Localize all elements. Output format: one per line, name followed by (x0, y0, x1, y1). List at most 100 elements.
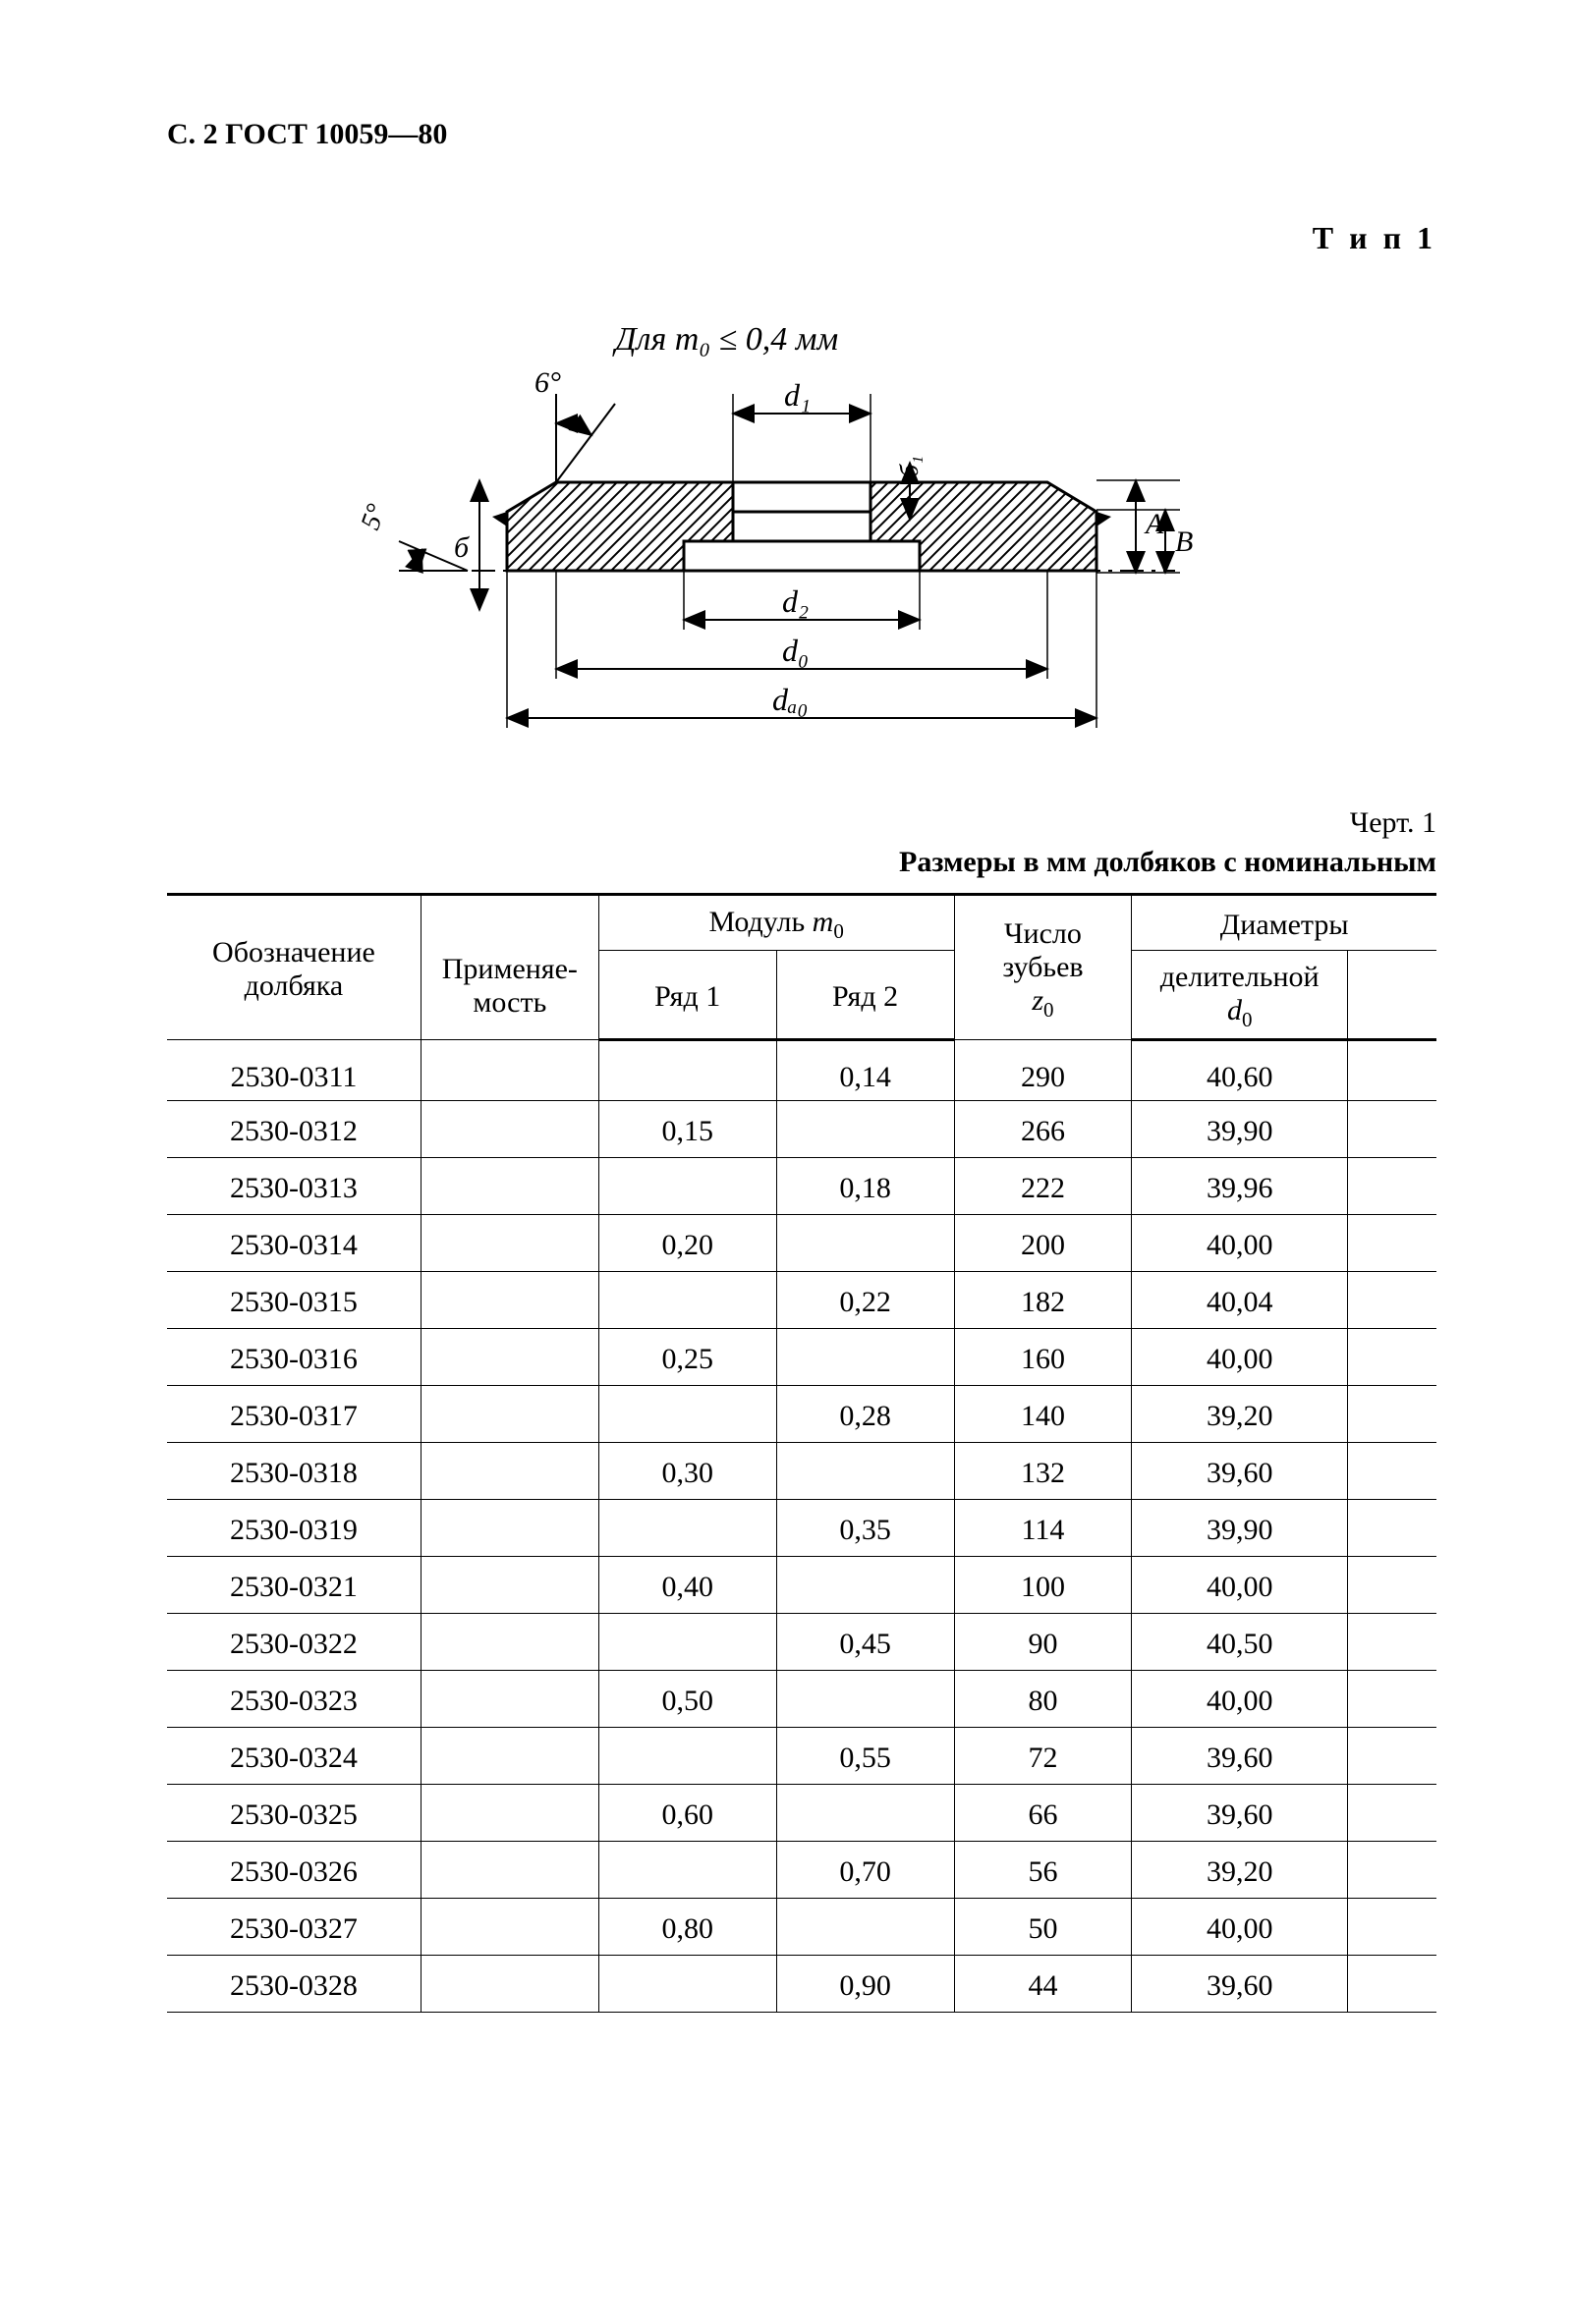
cell-d0: 40,50 (1132, 1614, 1348, 1671)
cell-designation: 2530-0322 (167, 1614, 421, 1671)
cell-row2: 0,45 (776, 1614, 954, 1671)
cell-row2: 0,35 (776, 1500, 954, 1557)
cell-designation: 2530-0325 (167, 1785, 421, 1842)
cell-row2 (776, 1329, 954, 1386)
ab-dimensions: A B (1096, 480, 1193, 573)
cell-row1 (598, 1040, 776, 1101)
cell-trailing (1348, 1500, 1436, 1557)
cell-row1: 0,60 (598, 1785, 776, 1842)
cell-designation: 2530-0317 (167, 1386, 421, 1443)
d2-label: d₂ (782, 583, 809, 619)
table-row: 2530-03170,2814039,20 (167, 1386, 1436, 1443)
cell-d0: 39,96 (1132, 1158, 1348, 1215)
d1-dimension: d₁ (733, 377, 871, 512)
cell-trailing (1348, 1899, 1436, 1956)
cell-applicability (421, 1329, 598, 1386)
cell-d0: 40,00 (1132, 1215, 1348, 1272)
cell-row1 (598, 1728, 776, 1785)
cell-applicability (421, 1101, 598, 1158)
figure-note: Для m₀ ≤ 0,4 мм (612, 321, 838, 358)
col-applicability: Применяе- мость (421, 895, 598, 1040)
b-extension: б (454, 480, 479, 610)
cell-row1: 0,20 (598, 1215, 776, 1272)
cell-applicability (421, 1215, 598, 1272)
cell-trailing (1348, 1158, 1436, 1215)
cell-row2 (776, 1443, 954, 1500)
cell-teeth: 50 (954, 1899, 1132, 1956)
cell-d0: 39,90 (1132, 1500, 1348, 1557)
cell-designation: 2530-0315 (167, 1272, 421, 1329)
figure-caption: Черт. 1 (167, 806, 1436, 840)
col-designation: Обозначение долбяка (167, 895, 421, 1040)
cell-teeth: 266 (954, 1101, 1132, 1158)
cell-trailing (1348, 1614, 1436, 1671)
table-row: 2530-03280,904439,60 (167, 1956, 1436, 2013)
cell-applicability (421, 1500, 598, 1557)
cell-d0: 39,60 (1132, 1728, 1348, 1785)
cell-teeth: 90 (954, 1614, 1132, 1671)
cell-row1: 0,15 (598, 1101, 776, 1158)
cell-d0: 40,00 (1132, 1899, 1348, 1956)
cell-teeth: 114 (954, 1500, 1132, 1557)
figure-drawing: Для m₀ ≤ 0,4 мм 6° 5° (360, 315, 1244, 767)
dimensions-table: Обозначение долбяка Применяе- мость Моду… (167, 893, 1436, 2013)
col-module-group: Модуль m0 (598, 895, 954, 951)
cell-d0: 40,60 (1132, 1040, 1348, 1101)
cell-trailing (1348, 1728, 1436, 1785)
cell-teeth: 160 (954, 1329, 1132, 1386)
cell-designation: 2530-0328 (167, 1956, 421, 2013)
cell-trailing (1348, 1671, 1436, 1728)
table-row: 2530-03140,2020040,00 (167, 1215, 1436, 1272)
cell-trailing (1348, 1272, 1436, 1329)
cell-d0: 39,20 (1132, 1386, 1348, 1443)
col-trailing (1348, 951, 1436, 1040)
cell-designation: 2530-0314 (167, 1215, 421, 1272)
cell-applicability (421, 1614, 598, 1671)
d1-label: d₁ (784, 377, 811, 413)
da0-label: dₐ₀ (772, 682, 808, 717)
cell-teeth: 222 (954, 1158, 1132, 1215)
cell-trailing (1348, 1101, 1436, 1158)
table-row: 2530-0322 0,459040,50 (167, 1614, 1436, 1671)
table-row: 2530-03120,1526639,90 (167, 1101, 1436, 1158)
cell-row2 (776, 1899, 954, 1956)
table-row: 2530-03130,1822239,96 (167, 1158, 1436, 1215)
page-header: С. 2 ГОСТ 10059—80 (167, 118, 1436, 151)
cell-designation: 2530-0318 (167, 1443, 421, 1500)
cell-row1: 0,50 (598, 1671, 776, 1728)
cell-applicability (421, 1158, 598, 1215)
page: С. 2 ГОСТ 10059—80 Т и п 1 Для m₀ ≤ 0,4 … (0, 0, 1574, 2324)
table-row: 2530-03210,4010040,00 (167, 1557, 1436, 1614)
cell-teeth: 182 (954, 1272, 1132, 1329)
table-row: 2530-03270,805040,00 (167, 1899, 1436, 1956)
cell-designation: 2530-0327 (167, 1899, 421, 1956)
table-row: 2530-03190,3511439,90 (167, 1500, 1436, 1557)
cell-d0: 40,04 (1132, 1272, 1348, 1329)
type-label: Т и п 1 (167, 220, 1436, 256)
cell-row1: 0,40 (598, 1557, 776, 1614)
cell-row2 (776, 1785, 954, 1842)
cell-designation: 2530-0321 (167, 1557, 421, 1614)
angle-top-marker: 6° (534, 366, 615, 482)
cell-trailing (1348, 1785, 1436, 1842)
cell-applicability (421, 1040, 598, 1101)
b-cap-label: B (1175, 526, 1193, 558)
cell-teeth: 132 (954, 1443, 1132, 1500)
cell-d0: 40,00 (1132, 1557, 1348, 1614)
cell-d0: 39,90 (1132, 1101, 1348, 1158)
cell-row1 (598, 1842, 776, 1899)
cell-trailing (1348, 1557, 1436, 1614)
cell-designation: 2530-0316 (167, 1329, 421, 1386)
cell-d0: 40,00 (1132, 1671, 1348, 1728)
cell-row2: 0,55 (776, 1728, 954, 1785)
cell-row2 (776, 1101, 954, 1158)
cell-applicability (421, 1272, 598, 1329)
b-label: б (454, 531, 470, 564)
cell-teeth: 80 (954, 1671, 1132, 1728)
col-diameters-group: Диаметры (1132, 895, 1436, 951)
cell-applicability (421, 1728, 598, 1785)
angle-side-label: 5° (360, 500, 392, 533)
col-module-label: Модуль m0 (708, 906, 843, 938)
table-row: 2530-03180,3013239,60 (167, 1443, 1436, 1500)
angle-top-label: 6° (534, 366, 561, 399)
